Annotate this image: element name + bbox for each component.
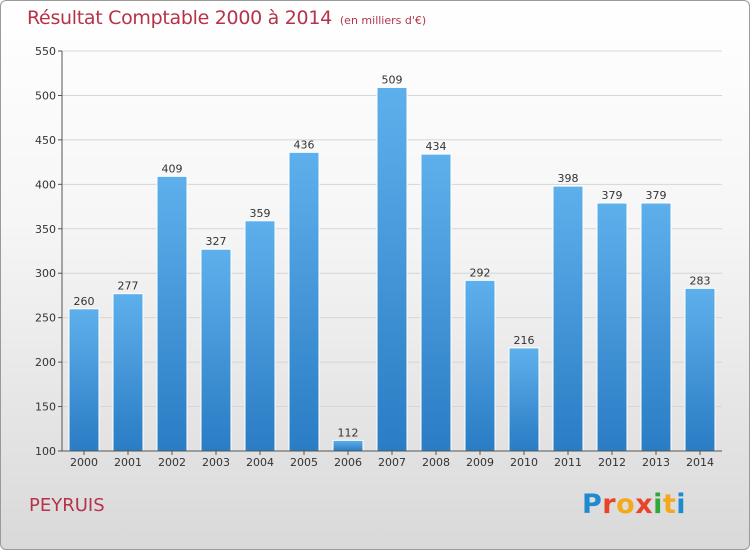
x-tick-label: 2000: [70, 456, 98, 469]
bar: [156, 175, 188, 452]
bar: [288, 151, 320, 452]
bar-value-label: 260: [74, 295, 95, 308]
chart-title-text: Résultat Comptable 2000 à 2014: [27, 7, 332, 29]
logo-letter: x: [635, 489, 654, 520]
logo-letter: o: [616, 489, 636, 520]
bar-value-label: 112: [338, 426, 359, 439]
x-tick-label: 2009: [466, 456, 494, 469]
x-tick-label: 2003: [202, 456, 230, 469]
x-tick-label: 2004: [246, 456, 274, 469]
y-tick-label: 550: [35, 45, 56, 58]
x-tick-label: 2011: [554, 456, 582, 469]
x-tick-label: 2002: [158, 456, 186, 469]
logo-letter: i: [653, 489, 663, 520]
y-tick-label: 400: [35, 178, 56, 191]
axes: 100 150 200 250 300 350 400 450 500 550 2000 2001 20…: [35, 45, 722, 469]
bar-value-label: 359: [250, 207, 271, 220]
bar-value-label: 434: [426, 140, 447, 153]
y-tick-label: 200: [35, 356, 56, 369]
bar: [596, 202, 628, 452]
y-tick-label: 250: [35, 312, 56, 325]
bar-value-label: 277: [118, 280, 139, 293]
place-name: PEYRUIS: [29, 495, 105, 516]
bar: [508, 347, 540, 452]
logo-letter: i: [676, 489, 687, 520]
bar: [464, 279, 496, 452]
logo-letter: t: [662, 489, 677, 520]
bar: [684, 287, 716, 452]
x-tick-label: 2005: [290, 456, 318, 469]
y-tick-label: 300: [35, 267, 56, 280]
y-tick-label: 350: [35, 223, 56, 236]
bars: 260 277 409 327 359 436 112 509 434 292 216 398 379 3…: [68, 73, 716, 452]
y-tick-label: 150: [35, 401, 56, 414]
bar: [332, 439, 364, 452]
x-tick-label: 2013: [642, 456, 670, 469]
x-tick-label: 2012: [598, 456, 626, 469]
y-tick-label: 100: [35, 445, 56, 458]
bar: [552, 185, 584, 452]
x-tick-label: 2010: [510, 456, 538, 469]
bar-value-label: 398: [558, 172, 579, 185]
x-tick-label: 2008: [422, 456, 450, 469]
proxiti-logo: Proxiti: [582, 489, 686, 520]
bar: [200, 248, 232, 452]
bar-value-label: 292: [470, 266, 491, 279]
bar: [112, 293, 144, 452]
bar-value-label: 409: [162, 162, 183, 175]
bar-value-label: 216: [514, 334, 535, 347]
x-tick-label: 2014: [686, 456, 714, 469]
chart-subtitle: (en milliers d'€): [339, 14, 427, 27]
bar: [68, 308, 100, 452]
bar-value-label: 436: [294, 138, 315, 151]
bar: [420, 153, 452, 452]
bar: [376, 86, 408, 452]
y-tick-label: 500: [35, 89, 56, 102]
bar: [640, 202, 672, 452]
x-tick-label: 2006: [334, 456, 362, 469]
bar-value-label: 379: [602, 189, 623, 202]
bar-value-label: 327: [206, 235, 227, 248]
bar-value-label: 283: [690, 274, 711, 287]
logo-letter: r: [602, 489, 617, 520]
bar-value-label: 509: [382, 73, 403, 86]
bar: [244, 220, 276, 452]
y-tick-label: 450: [35, 134, 56, 147]
chart-title: Résultat Comptable 2000 à 2014 (en millie…: [27, 7, 426, 29]
bar-value-label: 379: [646, 189, 667, 202]
x-tick-label: 2007: [378, 456, 406, 469]
x-tick-label: 2001: [114, 456, 142, 469]
logo-letter: P: [582, 489, 603, 520]
